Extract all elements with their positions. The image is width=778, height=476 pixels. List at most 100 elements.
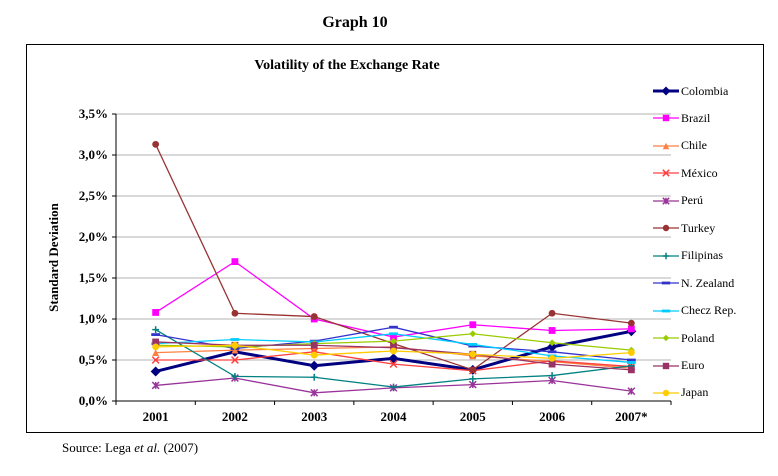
legend-item-poland: Poland [653,328,757,348]
data-point-marker [627,349,635,357]
data-point-marker [231,309,239,317]
data-point-marker [389,360,398,369]
data-point-marker [231,258,239,265]
data-point-marker [309,360,320,371]
data-point-marker [389,325,398,329]
legend-item-euro: Euro [653,356,757,376]
data-point-marker [548,339,556,347]
x-tick-label: 2004 [381,409,408,424]
legend-swatch-euro [653,362,679,369]
source-note: Source: Lega et al. (2007) [62,440,198,456]
data-point-marker [151,381,160,390]
series-japan [152,341,635,362]
legend-swatch-n-zealand [653,281,679,285]
data-point-marker [152,140,160,148]
legend-label-filipinas: Filipinas [681,248,724,263]
data-point-marker [662,334,670,342]
legend-swatch-japan [653,389,679,397]
y-tick-label: 0,0% [79,393,108,408]
legend-swatch-chile [653,142,679,150]
data-point-marker [469,350,477,358]
data-point-marker [547,341,558,352]
data-point-marker [548,327,556,334]
legend-item-brazil: Brazil [653,108,757,128]
legend-item-turkey: Turkey [653,218,757,238]
data-point-marker [548,309,556,317]
series-line-brazil [155,260,632,338]
data-point-marker [151,333,161,336]
data-point-marker [468,344,478,348]
data-point-marker [231,372,239,380]
chart-title: Volatility of the Exchange Rate [254,58,440,73]
legend-swatch-brazil [653,115,679,122]
data-point-marker [469,375,477,383]
legend-label-per: Perú [681,193,703,208]
data-point-marker [469,330,477,338]
data-point-marker [662,362,670,369]
data-point-marker [388,353,399,364]
data-point-marker [310,351,318,359]
data-point-marker [152,343,160,351]
legend-label-m-xico: México [681,165,718,180]
data-point-marker [469,321,477,329]
data-point-marker [548,354,556,362]
data-point-marker [390,347,397,355]
legend-swatch-m-xico [653,169,679,178]
legend-label-checz-rep: Checz Rep. [681,303,737,318]
y-tick-label: 2,0% [79,229,108,244]
legend-swatch-per [653,197,679,205]
data-point-marker [548,360,556,368]
data-point-marker [152,326,160,334]
legend-label-n-zealand: N. Zealand [681,275,735,290]
legend-swatch-poland [653,334,679,342]
data-point-marker [230,356,239,364]
x-tick-label: 2007* [615,409,648,424]
legend-label-euro: Euro [681,358,705,373]
data-point-marker [662,225,670,232]
legend-label-brazil: Brazil [681,110,711,125]
data-point-marker [390,333,397,341]
data-point-marker [662,169,670,178]
data-point-marker [662,142,670,150]
data-point-marker [310,341,318,349]
data-point-marker [231,341,239,349]
legend-swatch-filipinas [653,252,679,259]
chart-svg: 0,0% 0,5% 1,0% 1,5% 2,0% 2,5% 3,0% 3,5% 2001 2002… [46,106,672,424]
x-tick-label: 2006 [539,409,566,424]
data-point-marker [469,366,477,374]
legend-item-japan: Japan [653,383,757,403]
legend-label-colombia: Colombia [681,83,729,98]
data-point-marker [627,325,635,333]
data-point-marker [661,281,671,285]
data-point-marker [626,361,636,364]
data-point-marker [152,349,160,357]
x-tick-label: 2005 [460,409,487,424]
legend-swatch-checz-rep [653,309,679,313]
data-point-marker [389,332,398,336]
data-point-marker [661,86,671,96]
data-point-marker [468,380,477,389]
legend-item-per: Perú [653,191,757,211]
series-filipinas [152,326,635,391]
y-tick-label: 1,0% [79,311,108,326]
x-tick-label: 2001 [143,409,169,424]
data-point-marker [152,338,160,346]
y-tick-label: 0,5% [79,352,108,367]
legend-item-n-zealand: N. Zealand [653,273,757,293]
data-point-marker [661,309,671,313]
data-point-marker [310,313,318,320]
data-point-marker [626,358,636,362]
data-point-marker [548,372,556,379]
data-point-marker [662,389,670,397]
source-suffix: (2007) [160,440,199,455]
legend-label-turkey: Turkey [681,220,716,235]
legend-label-chile: Chile [681,138,707,153]
source-etal: et al. [134,440,161,455]
legend-item-filipinas: Filipinas [653,246,757,266]
data-point-marker [390,383,397,391]
y-axis-title: Standard Deviation [46,202,61,311]
legend-swatch-turkey [653,225,679,232]
data-point-marker [662,197,670,205]
data-point-marker [468,343,478,346]
y-tick-label: 2,5% [79,188,108,203]
